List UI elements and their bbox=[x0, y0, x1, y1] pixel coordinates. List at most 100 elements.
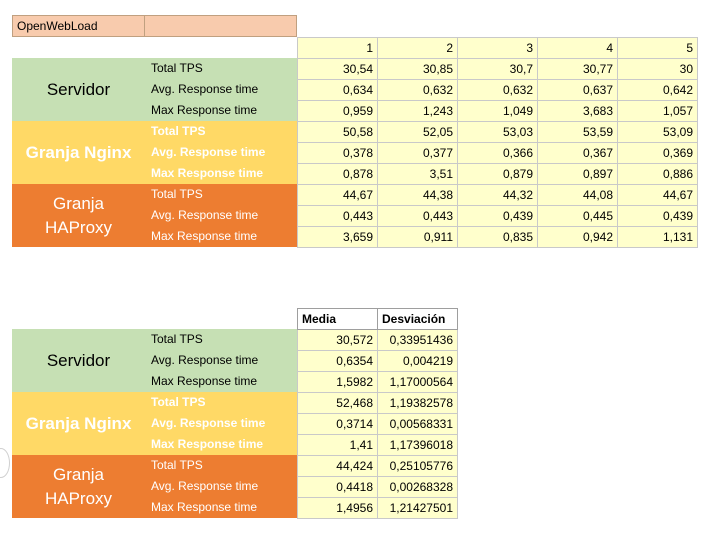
value-cell[interactable]: 1,17000564 bbox=[377, 371, 458, 393]
value-cell[interactable]: 0,366 bbox=[457, 142, 538, 164]
row-label: Max Response time bbox=[151, 229, 258, 243]
row-label: Max Response time bbox=[151, 374, 258, 388]
column-header[interactable]: 5 bbox=[617, 37, 698, 59]
value-cell[interactable]: 52,05 bbox=[377, 121, 458, 143]
value-cell[interactable]: 0,25105776 bbox=[377, 455, 458, 477]
value-cell[interactable]: 0,634 bbox=[297, 79, 378, 101]
value-cell[interactable]: 1,243 bbox=[377, 100, 458, 122]
value-cell[interactable]: 52,468 bbox=[297, 392, 378, 414]
row-label: Max Response time bbox=[151, 103, 258, 117]
column-header[interactable]: 2 bbox=[377, 37, 458, 59]
value-cell[interactable]: 0,632 bbox=[377, 79, 458, 101]
value-cell[interactable]: 0,637 bbox=[537, 79, 618, 101]
row-label: Max Response time bbox=[151, 500, 258, 514]
value-cell[interactable]: 0,886 bbox=[617, 163, 698, 185]
column-header[interactable]: 3 bbox=[457, 37, 538, 59]
value-cell[interactable]: 1,19382578 bbox=[377, 392, 458, 414]
value-cell[interactable]: 1,049 bbox=[457, 100, 538, 122]
row-label: Avg. Response time bbox=[151, 145, 266, 159]
value-cell[interactable]: 1,4956 bbox=[297, 497, 378, 519]
value-cell[interactable]: 0,439 bbox=[617, 205, 698, 227]
value-cell[interactable]: 0,835 bbox=[457, 226, 538, 248]
column-header[interactable]: 4 bbox=[537, 37, 618, 59]
column-header-desviacion[interactable]: Desviación bbox=[377, 308, 458, 330]
value-cell[interactable]: 44,38 bbox=[377, 184, 458, 206]
table-row: 30,54 30,85 30,7 30,77 30 bbox=[297, 58, 698, 80]
value-cell[interactable]: 0,445 bbox=[537, 205, 618, 227]
value-cell[interactable]: 0,6354 bbox=[297, 350, 378, 372]
value-cell[interactable]: 1,057 bbox=[617, 100, 698, 122]
row-label: Avg. Response time bbox=[151, 353, 259, 367]
value-cell[interactable]: 53,59 bbox=[537, 121, 618, 143]
value-cell[interactable]: 0,4418 bbox=[297, 476, 378, 498]
table-row: 44,424 0,25105776 bbox=[297, 455, 458, 477]
top-labels-servidor: Total TPS Avg. Response time Max Respons… bbox=[144, 58, 297, 121]
scroll-edge-handle[interactable] bbox=[0, 448, 10, 478]
value-cell[interactable]: 3,51 bbox=[377, 163, 458, 185]
value-cell[interactable]: 30,54 bbox=[297, 58, 378, 80]
value-cell[interactable]: 0,911 bbox=[377, 226, 458, 248]
value-cell[interactable]: 50,58 bbox=[297, 121, 378, 143]
value-cell[interactable]: 1,21427501 bbox=[377, 497, 458, 519]
value-cell[interactable]: 1,5982 bbox=[297, 371, 378, 393]
value-cell[interactable]: 0,00568331 bbox=[377, 413, 458, 435]
value-cell[interactable]: 0,942 bbox=[537, 226, 618, 248]
value-cell[interactable]: 0,367 bbox=[537, 142, 618, 164]
top-group-haproxy: Granja HAProxy bbox=[12, 184, 145, 247]
top-values-table: 1 2 3 4 5 30,54 30,85 30,7 30,77 30 0,63… bbox=[297, 37, 698, 248]
value-cell[interactable]: 0,879 bbox=[457, 163, 538, 185]
value-cell[interactable]: 0,878 bbox=[297, 163, 378, 185]
value-cell[interactable]: 3,683 bbox=[537, 100, 618, 122]
bottom-labels-servidor: Total TPS Avg. Response time Max Respons… bbox=[144, 329, 297, 392]
value-cell[interactable]: 1,17396018 bbox=[377, 434, 458, 456]
value-cell[interactable]: 1,131 bbox=[617, 226, 698, 248]
value-cell[interactable]: 0,959 bbox=[297, 100, 378, 122]
value-cell[interactable]: 30,77 bbox=[537, 58, 618, 80]
value-cell[interactable]: 0,439 bbox=[457, 205, 538, 227]
value-cell[interactable]: 30,7 bbox=[457, 58, 538, 80]
value-cell[interactable]: 44,08 bbox=[537, 184, 618, 206]
value-cell[interactable]: 0,378 bbox=[297, 142, 378, 164]
table-row: 0,878 3,51 0,879 0,897 0,886 bbox=[297, 163, 698, 185]
value-cell[interactable]: 0,897 bbox=[537, 163, 618, 185]
value-cell[interactable]: 0,642 bbox=[617, 79, 698, 101]
value-cell[interactable]: 44,424 bbox=[297, 455, 378, 477]
top-group-nginx: Granja Nginx bbox=[12, 121, 145, 184]
table-row: 0,3714 0,00568331 bbox=[297, 413, 458, 435]
value-cell[interactable]: 0,632 bbox=[457, 79, 538, 101]
row-label: Total TPS bbox=[151, 458, 203, 472]
column-header[interactable]: 1 bbox=[297, 37, 378, 59]
value-cell[interactable]: 1,41 bbox=[297, 434, 378, 456]
row-label: Avg. Response time bbox=[151, 479, 259, 493]
value-cell[interactable]: 0,443 bbox=[377, 205, 458, 227]
value-cell[interactable]: 44,67 bbox=[297, 184, 378, 206]
value-cell[interactable]: 3,659 bbox=[297, 226, 378, 248]
value-cell[interactable]: 0,3714 bbox=[297, 413, 378, 435]
value-cell[interactable]: 0,33951436 bbox=[377, 329, 458, 351]
value-cell[interactable]: 44,32 bbox=[457, 184, 538, 206]
sheet-title-empty-cell[interactable] bbox=[144, 15, 297, 37]
value-cell[interactable]: 30,572 bbox=[297, 329, 378, 351]
table-row: 1,41 1,17396018 bbox=[297, 434, 458, 456]
bottom-labels-nginx: Total TPS Avg. Response time Max Respons… bbox=[144, 392, 297, 455]
column-header-media[interactable]: Media bbox=[297, 308, 378, 330]
table-row: 0,6354 0,004219 bbox=[297, 350, 458, 372]
row-label: Total TPS bbox=[151, 124, 206, 138]
value-cell[interactable]: 0,00268328 bbox=[377, 476, 458, 498]
value-cell[interactable]: 44,67 bbox=[617, 184, 698, 206]
value-cell[interactable]: 0,369 bbox=[617, 142, 698, 164]
bottom-group-nginx: Granja Nginx bbox=[12, 392, 145, 455]
row-label: Avg. Response time bbox=[151, 416, 266, 430]
row-label: Max Response time bbox=[151, 166, 264, 180]
table-row: 1,5982 1,17000564 bbox=[297, 371, 458, 393]
value-cell[interactable]: 0,004219 bbox=[377, 350, 458, 372]
table-row: 52,468 1,19382578 bbox=[297, 392, 458, 414]
value-cell[interactable]: 0,443 bbox=[297, 205, 378, 227]
value-cell[interactable]: 30,85 bbox=[377, 58, 458, 80]
value-cell[interactable]: 53,03 bbox=[457, 121, 538, 143]
sheet-title-cell[interactable]: OpenWebLoad bbox=[12, 15, 145, 37]
value-cell[interactable]: 30 bbox=[617, 58, 698, 80]
value-cell[interactable]: 53,09 bbox=[617, 121, 698, 143]
header-row: 1 2 3 4 5 bbox=[297, 37, 698, 59]
value-cell[interactable]: 0,377 bbox=[377, 142, 458, 164]
